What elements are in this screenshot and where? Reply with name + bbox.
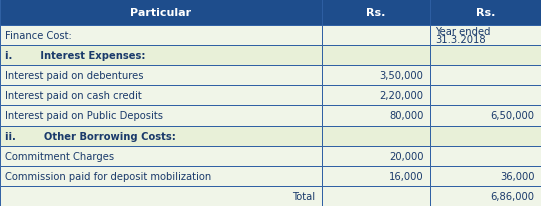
Text: Commitment Charges: Commitment Charges	[5, 151, 115, 161]
Bar	[322, 86, 430, 106]
Bar	[322, 46, 430, 66]
Text: Interest paid on Public Deposits: Interest paid on Public Deposits	[5, 111, 163, 121]
Bar	[0, 0, 322, 26]
Bar	[322, 0, 430, 26]
Bar	[430, 86, 541, 106]
Bar	[430, 126, 541, 146]
Bar	[0, 106, 322, 126]
Text: Finance Cost:: Finance Cost:	[5, 31, 72, 41]
Text: 2,20,000: 2,20,000	[380, 91, 424, 101]
Bar	[430, 46, 541, 66]
Text: Year ended: Year ended	[436, 27, 491, 37]
Text: i.        Interest Expenses:: i. Interest Expenses:	[5, 51, 146, 61]
Bar	[322, 66, 430, 86]
Text: Rs.: Rs.	[366, 8, 386, 18]
Bar	[0, 146, 322, 166]
Bar	[430, 66, 541, 86]
Text: Particular: Particular	[130, 8, 192, 18]
Bar	[0, 166, 322, 186]
Bar	[0, 66, 322, 86]
Text: 6,50,000: 6,50,000	[491, 111, 535, 121]
Bar	[0, 26, 322, 46]
Text: 6,86,000: 6,86,000	[491, 191, 535, 201]
Text: Rs.: Rs.	[476, 8, 495, 18]
Text: Interest paid on cash credit: Interest paid on cash credit	[5, 91, 142, 101]
Bar	[0, 186, 322, 206]
Bar	[430, 166, 541, 186]
Text: Commission paid for deposit mobilization: Commission paid for deposit mobilization	[5, 171, 212, 181]
Text: 31.3.2018: 31.3.2018	[436, 35, 486, 44]
Text: 16,000: 16,000	[389, 171, 424, 181]
Bar	[322, 166, 430, 186]
Bar	[430, 106, 541, 126]
Bar	[322, 126, 430, 146]
Bar	[430, 186, 541, 206]
Bar	[322, 186, 430, 206]
Text: Interest paid on debentures: Interest paid on debentures	[5, 71, 144, 81]
Bar	[0, 126, 322, 146]
Bar	[322, 146, 430, 166]
Text: 36,000: 36,000	[500, 171, 535, 181]
Text: 3,50,000: 3,50,000	[380, 71, 424, 81]
Bar	[322, 106, 430, 126]
Text: 80,000: 80,000	[389, 111, 424, 121]
Bar	[0, 46, 322, 66]
Text: ii.        Other Borrowing Costs:: ii. Other Borrowing Costs:	[5, 131, 176, 141]
Bar	[322, 26, 430, 46]
Text: Total: Total	[292, 191, 315, 201]
Bar	[430, 26, 541, 46]
Text: 20,000: 20,000	[389, 151, 424, 161]
Bar	[430, 146, 541, 166]
Bar	[0, 86, 322, 106]
Bar	[430, 0, 541, 26]
